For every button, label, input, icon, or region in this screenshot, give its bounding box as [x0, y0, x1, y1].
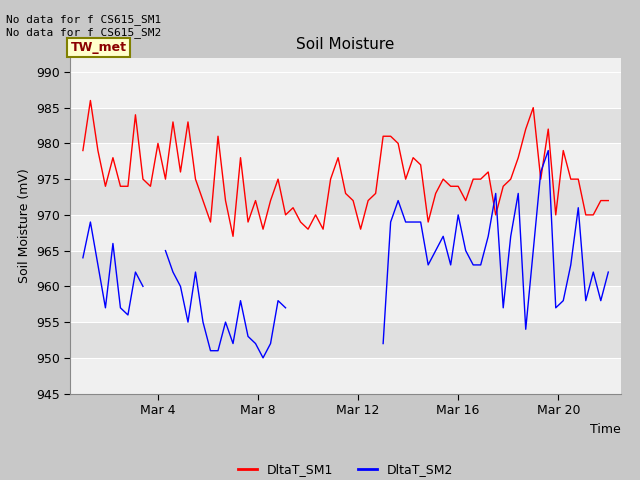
Bar — [70, 215, 621, 251]
X-axis label: Time: Time — [590, 422, 621, 435]
Bar — [70, 287, 621, 322]
Bar — [70, 108, 621, 144]
Text: No data for f CS615_SM1
No data for f CS615_SM2: No data for f CS615_SM1 No data for f CS… — [6, 14, 162, 38]
Y-axis label: Soil Moisture (mV): Soil Moisture (mV) — [17, 168, 31, 283]
Bar — [70, 179, 621, 215]
Text: TW_met: TW_met — [70, 41, 127, 54]
Legend: DltaT_SM1, DltaT_SM2: DltaT_SM1, DltaT_SM2 — [233, 458, 458, 480]
Bar — [70, 358, 621, 394]
Bar — [70, 251, 621, 287]
Title: Soil Moisture: Soil Moisture — [296, 37, 395, 52]
Bar — [70, 72, 621, 108]
Bar — [70, 144, 621, 179]
Bar — [70, 322, 621, 358]
